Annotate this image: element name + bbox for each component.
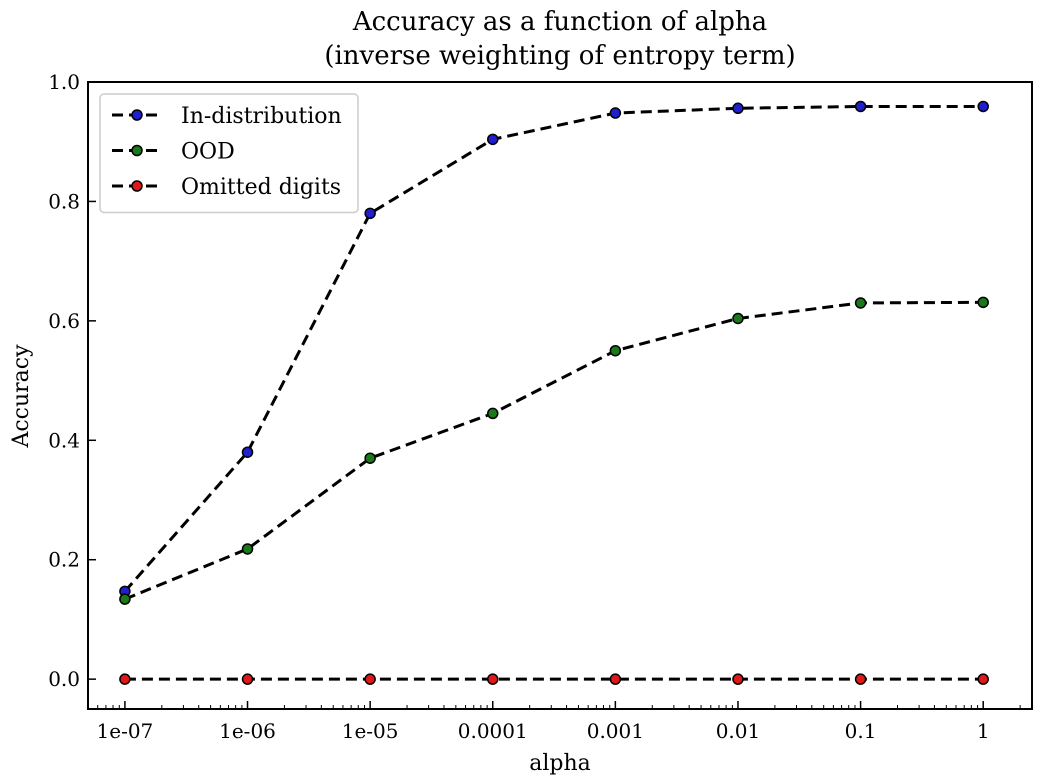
- data-point-2-5: [732, 673, 744, 685]
- y-tick-label: 0.0: [48, 667, 80, 691]
- legend-label: OOD: [181, 140, 235, 165]
- data-point-0-4: [609, 107, 622, 119]
- legend-label: In-distribution: [181, 104, 342, 129]
- data-point-1-4: [609, 344, 622, 357]
- data-point-2-7: [977, 673, 989, 685]
- data-point-1-2: [364, 452, 376, 464]
- legend-label: Omitted digits: [181, 175, 341, 200]
- series-points: [119, 100, 989, 685]
- legend-frame: [99, 93, 359, 214]
- x-tick-label: 1e-07: [97, 719, 154, 743]
- data-point-0-5: [732, 102, 744, 115]
- data-point-2-6: [854, 673, 867, 685]
- data-point-0-3: [487, 133, 499, 146]
- data-point-1-5: [732, 312, 744, 325]
- series-line-1: [124, 300, 984, 601]
- data-point-1-1: [241, 543, 254, 555]
- x-tick-label: 0.01: [716, 719, 761, 743]
- x-tick-label: 1e-06: [219, 719, 276, 743]
- legend-swatch-marker: [131, 144, 143, 157]
- series-line-0: [123, 104, 984, 593]
- data-point-0-1: [241, 446, 254, 458]
- data-point-0-7: [977, 100, 989, 113]
- axis-ticks: 1e-07 1e-06 1e-05 0.0001 0.001 0.01 0.1 1 0.0 0.2…: [48, 70, 1021, 743]
- x-tick-label: 0.0001: [458, 719, 528, 743]
- x-tick-label: 0.1: [845, 719, 877, 743]
- y-tick-label: 1.0: [48, 70, 80, 94]
- chart-subtitle: (inverse weighting of entropy term): [324, 41, 795, 71]
- data-point-1-0: [119, 593, 131, 605]
- data-point-0-2: [364, 207, 376, 220]
- x-axis-label: alpha: [529, 751, 591, 776]
- y-axis-label: Accuracy: [9, 344, 34, 449]
- legend-swatch-marker: [131, 180, 143, 192]
- x-tick-label: 0.001: [587, 719, 644, 743]
- data-point-2-0: [119, 673, 131, 685]
- data-point-2-2: [364, 673, 376, 685]
- data-point-1-7: [977, 296, 989, 309]
- x-tick-label: 1e-05: [342, 719, 399, 743]
- data-point-2-1: [241, 673, 254, 685]
- data-point-1-3: [487, 407, 499, 420]
- x-tick-label: 1: [977, 719, 990, 743]
- legend-swatch-marker: [131, 109, 143, 121]
- data-point-0-6: [854, 100, 867, 113]
- y-tick-label: 0.4: [48, 428, 80, 452]
- data-point-2-4: [609, 673, 622, 685]
- data-point-2-3: [487, 673, 499, 685]
- y-tick-label: 0.8: [48, 189, 80, 213]
- chart-title: Accuracy as a function of alpha: [352, 7, 767, 37]
- series-lines: [123, 104, 984, 681]
- y-tick-label: 0.2: [48, 548, 80, 572]
- data-point-1-6: [854, 297, 867, 309]
- legend: In-distribution OOD Omitted digits: [99, 93, 359, 214]
- plot-area-frame: [87, 81, 1033, 710]
- y-tick-label: 0.6: [48, 309, 80, 333]
